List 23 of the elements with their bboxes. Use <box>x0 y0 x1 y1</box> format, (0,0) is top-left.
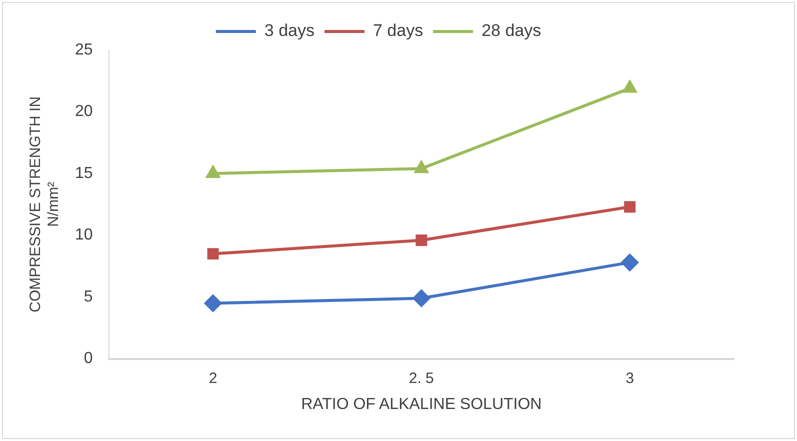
x-axis-title: RATIO OF ALKALINE SOLUTION <box>301 396 542 413</box>
legend-label: 3 days <box>264 21 314 40</box>
x-tick-label: 2 <box>208 370 218 387</box>
point <box>206 166 220 178</box>
point <box>623 80 636 93</box>
y-tick-label: 20 <box>75 103 93 120</box>
point <box>624 201 636 213</box>
point <box>416 234 428 246</box>
y-tick-label: 5 <box>84 288 93 306</box>
point <box>204 294 222 312</box>
y-tick-label: 10 <box>75 226 93 244</box>
x-tick-label: 2. 5 <box>408 370 434 387</box>
legend-label: 7 days <box>372 21 424 40</box>
y-tick-label: 25 <box>75 41 93 58</box>
y-tick-label: 15 <box>75 164 93 182</box>
point <box>207 248 219 260</box>
point <box>621 254 638 271</box>
y-tick-label: 0 <box>84 350 93 368</box>
point <box>412 290 430 307</box>
point <box>414 161 428 174</box>
x-tick-label: 3 <box>626 370 634 387</box>
y-axis-title: COMPRESSIVE STRENGTH IN N/mm² <box>27 96 62 312</box>
legend-label: 28 days <box>482 21 542 40</box>
